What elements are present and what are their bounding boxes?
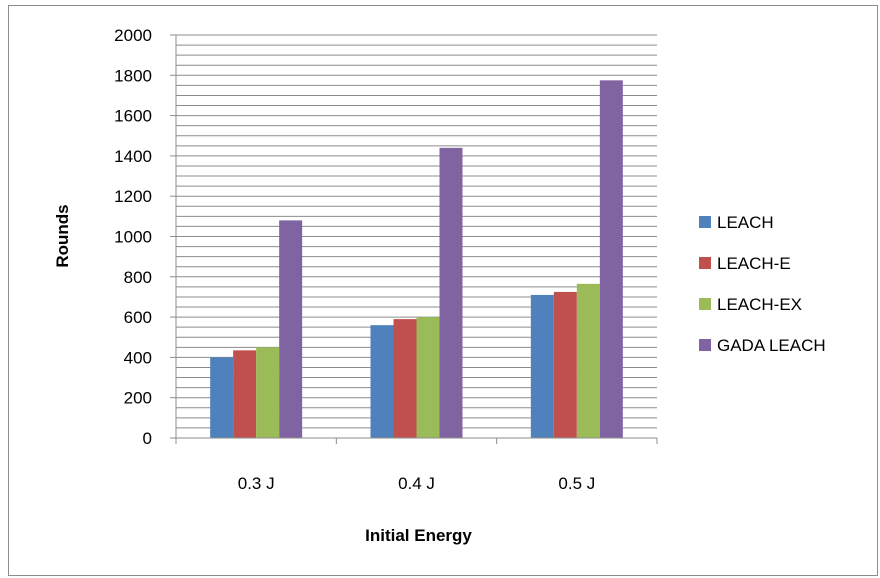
legend-label: LEACH	[717, 213, 774, 232]
x-tick-label: 0.4 J	[398, 474, 435, 493]
y-tick-label: 2000	[114, 26, 152, 45]
y-tick-label: 1600	[114, 107, 152, 126]
y-tick-label: 0	[143, 429, 152, 448]
y-axis-title: Rounds	[53, 204, 72, 267]
y-tick-label: 400	[124, 348, 152, 367]
bar-leach-2	[530, 294, 554, 438]
legend-swatch	[699, 339, 711, 351]
x-axis-title: Initial Energy	[365, 526, 472, 545]
legend: LEACH LEACH-E LEACH-EX GADA LEACH	[699, 213, 826, 355]
bar-gada-leach-2	[599, 80, 623, 439]
y-tick-labels: 0 200 400 600 800 1000 1200 1400 1600 1800 2000	[114, 26, 176, 448]
legend-swatch	[699, 257, 711, 269]
x-tick-labels: 0.3 J 0.4 J 0.5 J	[175, 438, 658, 493]
y-tick-label: 1400	[114, 147, 152, 166]
bar-leach-e-2	[553, 291, 577, 438]
y-tick-label: 1800	[114, 66, 152, 85]
y-tick-label: 1000	[114, 228, 152, 247]
legend-label: LEACH-E	[717, 254, 791, 273]
y-tick-label: 1200	[114, 187, 152, 206]
legend-swatch	[699, 298, 711, 310]
x-tick-label: 0.3 J	[238, 474, 275, 493]
bar-leach-ex-1	[416, 317, 440, 438]
legend-label: LEACH-EX	[717, 295, 802, 314]
bar-gada-leach-1	[439, 147, 463, 438]
bar-leach-0	[210, 357, 234, 438]
legend-swatch	[699, 216, 711, 228]
y-tick-label: 600	[124, 308, 152, 327]
bar-leach-ex-0	[256, 347, 280, 438]
x-tick-label: 0.5 J	[558, 474, 595, 493]
bar-leach-e-0	[233, 350, 257, 438]
bar-leach-1	[370, 325, 394, 438]
y-tick-label: 200	[124, 389, 152, 408]
bar-gada-leach-0	[279, 220, 303, 438]
bar-leach-ex-2	[576, 283, 600, 438]
bars	[210, 80, 623, 439]
bar-leach-e-1	[393, 319, 417, 438]
y-tick-label: 800	[124, 268, 152, 287]
legend-label: GADA LEACH	[717, 336, 826, 355]
